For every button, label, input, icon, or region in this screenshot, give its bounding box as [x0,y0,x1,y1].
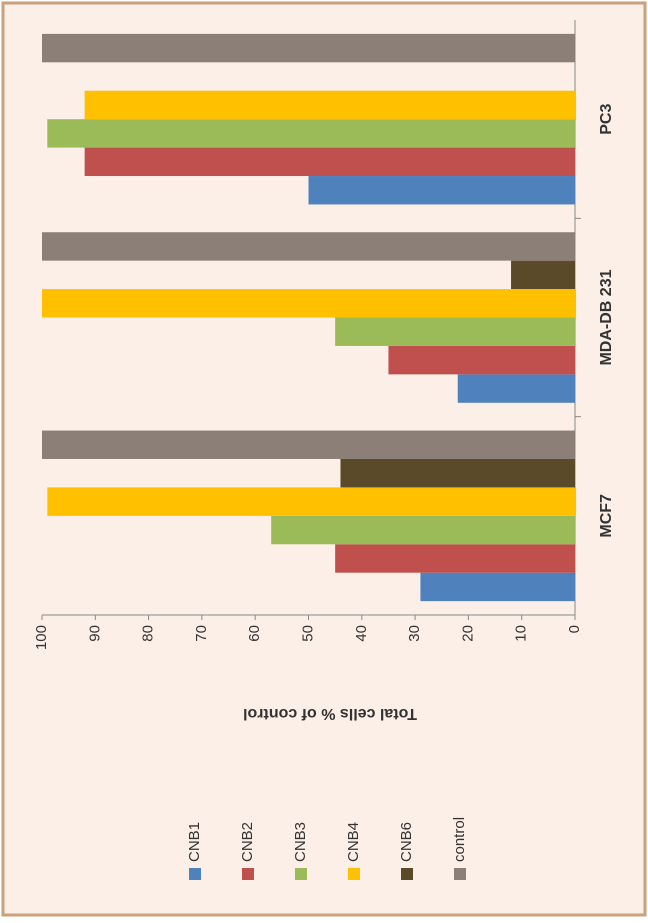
bar [84,147,575,177]
bar [388,345,576,375]
bar [42,430,575,459]
x-tick-label: PC3 [598,104,615,135]
legend-label: CNB6 [398,822,415,862]
legend-label: control [451,817,468,862]
bar [335,317,575,346]
legend-swatch [401,868,413,880]
legend-label: CNB4 [345,822,362,862]
bar [420,572,575,602]
legend-label: CNB2 [239,822,256,862]
x-tick-label: MCF7 [598,494,615,538]
legend-swatch [242,868,254,880]
y-tick-label: 10 [513,625,530,642]
bar [42,289,575,318]
bar [335,544,575,573]
y-tick-label: 0 [566,625,583,633]
bar [47,119,575,148]
bar [42,33,575,63]
legend-label: CNB1 [186,822,203,862]
y-tick-label: 30 [406,625,423,642]
bar [511,260,576,290]
bar [271,515,575,545]
bar [47,487,575,516]
y-tick-label: 90 [86,625,103,642]
bar [340,458,576,488]
x-tick-label: MDA-DB 231 [598,269,615,365]
legend-swatch [295,868,307,880]
bar [84,90,575,120]
legend-swatch [348,868,360,880]
legend-label: CNB3 [292,822,309,862]
bar [42,232,575,261]
y-tick-label: 40 [353,625,370,642]
y-tick-label: 50 [299,625,316,642]
bar [457,374,575,403]
y-axis-title: Total cells % of control [243,705,417,722]
y-tick-label: 80 [140,625,157,642]
y-tick-label: 60 [246,625,263,642]
rotated-chart: Total cells % of control 0 10 20 30 40 50 60 70… [33,20,615,880]
y-tick-label: 70 [193,625,210,642]
y-tick-label: 20 [459,625,476,642]
bar [308,176,575,205]
y-tick-label: 100 [33,625,50,650]
legend-swatch [454,868,466,880]
legend-swatch [189,868,201,880]
